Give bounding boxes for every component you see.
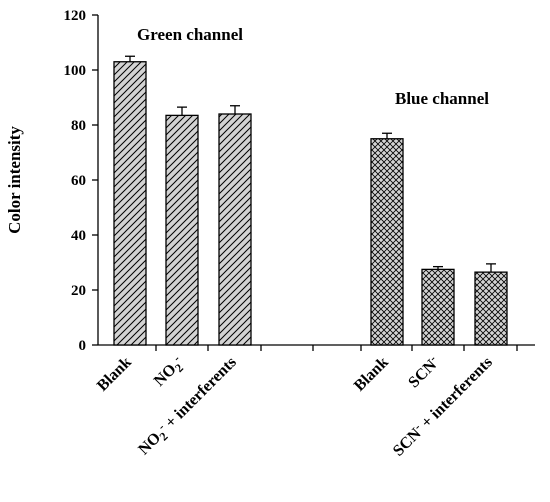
y-axis-label: Color intensity <box>5 126 24 234</box>
y-tick-label: 20 <box>71 283 86 299</box>
y-tick-label: 40 <box>71 228 86 244</box>
bar <box>474 271 508 346</box>
category-label: NO2- + interferents <box>133 351 242 460</box>
bar <box>370 138 404 346</box>
category-label: SCN- <box>403 351 443 391</box>
y-tick-label: 60 <box>71 173 86 189</box>
category-label-label: Blank <box>351 354 392 395</box>
category-label: NO2- <box>148 351 188 391</box>
bar <box>421 268 455 346</box>
category-label-label: Blank <box>94 354 135 395</box>
y-tick-label: 100 <box>64 63 87 79</box>
bar <box>165 114 199 346</box>
y-tick-label: 0 <box>79 338 87 354</box>
category-label: Blank <box>351 354 392 395</box>
y-tick-label: 120 <box>64 8 87 24</box>
category-label: SCN- + interferents <box>387 351 495 459</box>
group-annotation: Blue channel <box>395 89 489 108</box>
category-label: Blank <box>94 354 135 395</box>
group-annotation: Green channel <box>137 25 243 44</box>
bar <box>113 61 147 346</box>
y-tick-label: 80 <box>71 118 86 134</box>
bar <box>218 113 252 346</box>
